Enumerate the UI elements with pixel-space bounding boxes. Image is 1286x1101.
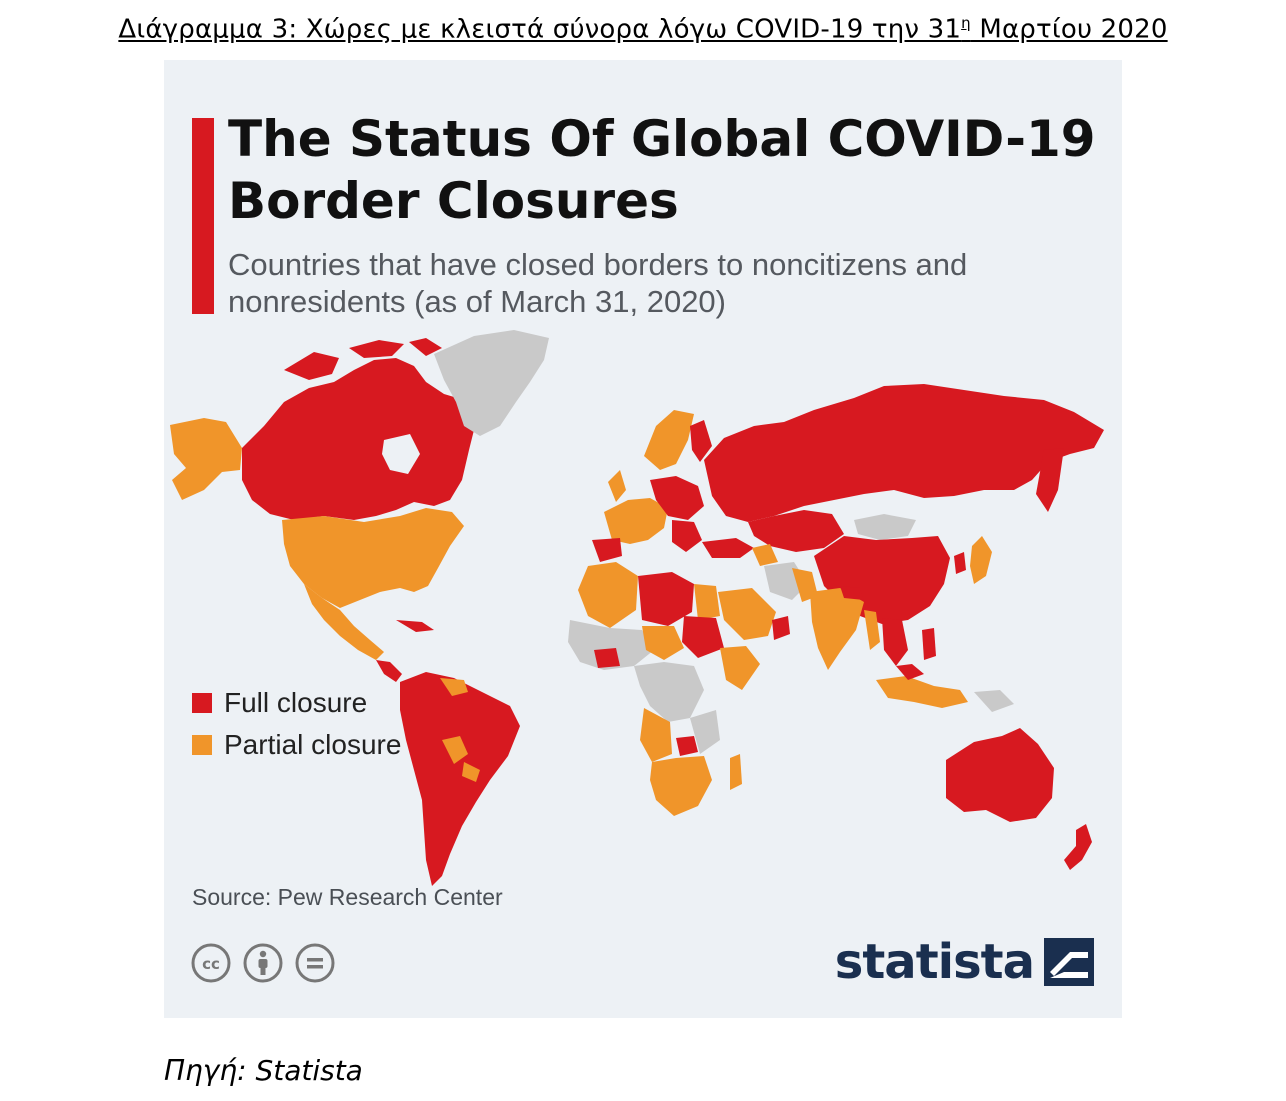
map-region-finland [690, 420, 712, 462]
figure-caption: Διάγραμμα 3: Χώρες με κλειστά σύνορα λόγ… [0, 14, 1286, 45]
map-region-caucasus [752, 544, 778, 566]
map-region-libya-algeria [638, 572, 694, 626]
map-region-east-africa [690, 710, 720, 754]
map-region-spain [592, 538, 622, 562]
map-region-sudan [682, 616, 724, 658]
map-region-egypt [694, 584, 720, 620]
map-region-nepal [840, 586, 864, 600]
map-region-arctic-islands [284, 338, 442, 380]
map-region-balkans [672, 520, 702, 552]
map-region-south-america [400, 672, 520, 886]
map-region-central-europe [650, 476, 704, 520]
data-source: Source: Pew Research Center [192, 884, 503, 910]
statista-wordmark: statista [834, 934, 1035, 990]
map-region-myanmar [864, 610, 880, 650]
legend-swatch-full [192, 693, 212, 713]
map-region-russia [704, 384, 1104, 522]
map-region-philippines [922, 628, 936, 660]
world-map [170, 330, 1104, 886]
map-region-new-zealand [1064, 824, 1092, 870]
infographic-title: The Status Of Global COVID-19 Border Clo… [228, 110, 1096, 230]
map-region-canada [242, 358, 476, 520]
map-region-niger-chad [642, 626, 684, 660]
statista-mark-icon [1044, 938, 1094, 986]
cc-icon[interactable]: cc [190, 942, 232, 984]
map-region-japan [970, 536, 992, 584]
map-region-paraguay [462, 762, 480, 782]
svg-text:cc: cc [202, 955, 220, 973]
statista-logo[interactable]: statista [835, 934, 1094, 990]
figure-source-line: Πηγή: Statista [164, 1054, 363, 1087]
map-region-mexico [304, 584, 384, 660]
no-derivatives-icon[interactable] [294, 942, 336, 984]
map-region-kazakhstan [748, 510, 844, 552]
map-region-angola [640, 708, 672, 762]
map-region-uk [608, 470, 626, 502]
legend-item-partial-closure: Partial closure [192, 724, 401, 766]
map-region-russia-far-east [1036, 448, 1064, 512]
caption-text-after: Μαρτίου 2020 [970, 14, 1168, 45]
map-region-indonesia [876, 676, 968, 708]
map-region-ethiopia-somalia [720, 646, 760, 690]
legend-item-full-closure: Full closure [192, 682, 401, 724]
map-legend: Full closure Partial closure [192, 682, 401, 766]
infographic-card: The Status Of Global COVID-19 Border Clo… [164, 60, 1122, 1018]
map-region-usa [282, 508, 464, 608]
legend-label-full: Full closure [224, 687, 368, 718]
map-region-north-africa-west [578, 562, 638, 628]
map-region-korea [954, 552, 966, 574]
map-region-oman [772, 616, 790, 640]
map-region-madagascar [730, 754, 742, 790]
map-region-malaysia [896, 664, 924, 680]
map-region-central-africa [634, 662, 704, 722]
map-region-western-europe [604, 498, 668, 544]
map-region-alaska [170, 418, 242, 500]
map-region-zambia [676, 736, 698, 756]
map-region-scandinavia [644, 410, 694, 470]
map-region-greenland [434, 330, 549, 436]
map-region-australia [946, 728, 1054, 822]
map-region-central-america [376, 660, 402, 682]
map-region-bolivia [442, 736, 468, 764]
map-region-turkey [702, 538, 754, 558]
attribution-icon[interactable] [242, 942, 284, 984]
infographic-subtitle: Countries that have closed borders to no… [228, 247, 968, 319]
legend-label-partial: Partial closure [224, 729, 402, 760]
map-region-west-africa [568, 620, 654, 670]
map-region-papua [974, 690, 1014, 712]
map-region-indochina [882, 618, 908, 666]
map-region-mongolia [854, 514, 916, 540]
map-region-west-africa-closed [594, 648, 620, 668]
title-accent-bar [192, 118, 214, 314]
caption-text: Διάγραμμα 3: Χώρες με κλειστά σύνορα λόγ… [118, 14, 962, 45]
license-icons: cc [190, 942, 336, 984]
map-region-guianas [440, 678, 468, 696]
map-region-caribbean [396, 620, 434, 632]
map-region-saudi-arabia [718, 588, 776, 640]
map-region-southern-africa [650, 756, 712, 816]
caption-superscript: η [961, 14, 971, 32]
map-region-hudson-bay [382, 434, 420, 474]
map-region-india [810, 588, 864, 670]
legend-swatch-partial [192, 735, 212, 755]
